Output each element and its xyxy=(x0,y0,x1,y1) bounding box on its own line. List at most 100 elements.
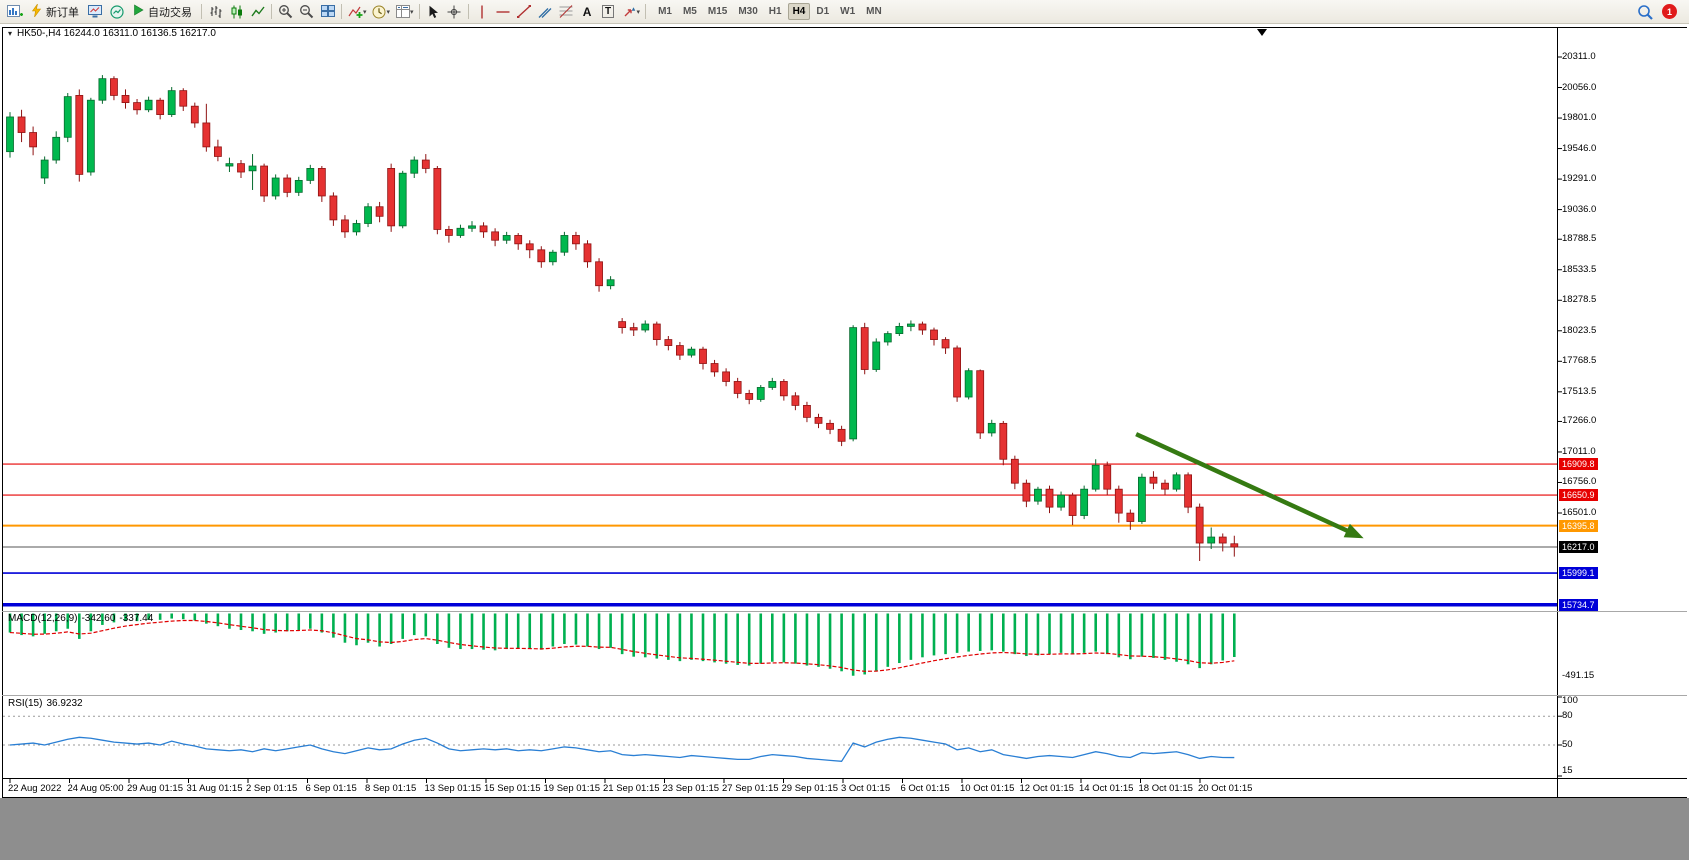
macd-bar xyxy=(609,613,612,648)
arrows-icon[interactable] xyxy=(619,2,640,21)
candle-body xyxy=(1218,536,1227,544)
toolbar-separator xyxy=(271,4,272,19)
vertical-line-icon[interactable] xyxy=(472,2,493,21)
new-order-button[interactable]: 新订单 xyxy=(25,2,85,21)
line-chart-icon[interactable] xyxy=(247,2,268,21)
macd-bar xyxy=(31,613,35,637)
trendline-icon[interactable] xyxy=(514,2,535,21)
candlestick-chart-icon[interactable] xyxy=(226,2,247,21)
candle-body xyxy=(317,168,326,197)
macd-bar xyxy=(990,613,994,651)
timeframe-h4-button[interactable]: H4 xyxy=(787,3,811,20)
candle-body xyxy=(676,345,684,356)
macd-bar xyxy=(1198,613,1201,669)
trend-arrow-head xyxy=(1343,523,1364,539)
autotrade-button[interactable]: 自动交易 xyxy=(127,2,198,21)
macd-bar xyxy=(540,613,543,650)
periods-clock-icon[interactable] xyxy=(369,2,390,21)
toolbar-right-group: 1 xyxy=(1634,2,1685,21)
time-axis-label: 14 Oct 01:15 xyxy=(1079,783,1134,794)
candle-body xyxy=(29,132,38,148)
chart-shift-marker[interactable] xyxy=(1257,29,1267,36)
horizontal-line-icon[interactable] xyxy=(493,2,514,21)
new-chart-icon[interactable] xyxy=(4,2,25,21)
timeframe-m30-button[interactable]: M30 xyxy=(738,6,758,17)
indicators-icon[interactable] xyxy=(345,2,366,21)
toolbar-separator xyxy=(201,4,202,19)
time-axis-label: 27 Sep 01:15 xyxy=(722,783,779,794)
macd-bar xyxy=(297,613,301,631)
timeframe-h1-button[interactable]: H1 xyxy=(768,6,782,17)
templates-icon[interactable] xyxy=(392,2,413,21)
crosshair-icon[interactable] xyxy=(444,2,465,21)
candle-body xyxy=(1230,543,1239,548)
text-label-icon[interactable]: T xyxy=(598,2,619,21)
macd-bar xyxy=(366,613,370,643)
macd-bar xyxy=(840,613,843,672)
chart-canvas[interactable] xyxy=(0,0,1689,798)
candle-body xyxy=(468,225,476,229)
macd-bar xyxy=(528,613,532,650)
timeframe-w1-button[interactable]: W1 xyxy=(840,6,856,17)
macd-bar xyxy=(216,613,220,627)
price-axis[interactable]: 20311.0 20056.0 19801.0 19546.0 19291.0 19036… xyxy=(1558,0,1687,798)
timeframe-m5-button[interactable]: M5 xyxy=(682,6,697,17)
zoom-in-icon[interactable] xyxy=(275,2,296,21)
candle-body xyxy=(341,219,349,233)
candle-body xyxy=(999,422,1008,460)
time-axis-label: 10 Oct 01:15 xyxy=(960,783,1015,794)
macd-bar xyxy=(1105,613,1109,655)
candle-body xyxy=(1091,464,1100,490)
rsi-axis-label: 100 xyxy=(1562,695,1578,706)
cursor-icon[interactable] xyxy=(423,2,444,21)
search-icon[interactable] xyxy=(1634,2,1655,21)
macd-bar xyxy=(851,613,855,676)
timeframe-m1-button[interactable]: M1 xyxy=(658,6,672,17)
market-watch-icon[interactable] xyxy=(106,2,127,21)
macd-bar xyxy=(574,613,578,645)
candle-body xyxy=(641,323,650,331)
macd-bar xyxy=(967,613,970,652)
text-icon[interactable]: A xyxy=(582,4,592,19)
macd-bar xyxy=(620,613,624,655)
macd-bar xyxy=(747,613,751,666)
dropdown-caret[interactable]: ▾ xyxy=(386,8,391,16)
macd-bar xyxy=(955,613,959,653)
candle-body xyxy=(687,348,696,356)
macd-bar xyxy=(412,613,416,636)
macd-bar xyxy=(1209,613,1213,665)
candle-body xyxy=(133,102,141,111)
fibonacci-icon[interactable] xyxy=(556,2,577,21)
candle-body xyxy=(964,370,973,398)
zoom-out-icon[interactable] xyxy=(296,2,317,21)
one-click-trading-toggle[interactable]: ▾ xyxy=(8,29,13,38)
timeframe-mn-button[interactable]: MN xyxy=(866,6,882,17)
candle-body xyxy=(883,333,892,343)
candle-body xyxy=(768,381,777,388)
candle-body xyxy=(364,206,372,224)
trend-arrow[interactable] xyxy=(1135,432,1354,536)
candle-body xyxy=(1195,506,1204,544)
timeframe-d1-button[interactable]: D1 xyxy=(816,6,830,17)
dropdown-caret[interactable]: ▾ xyxy=(410,8,414,16)
bar-chart-icon[interactable] xyxy=(205,2,226,21)
candle-body xyxy=(918,323,927,331)
dropdown-caret[interactable]: ▾ xyxy=(363,8,367,16)
timeframe-m15-button[interactable]: M15 xyxy=(707,6,728,17)
time-axis-label: 20 Oct 01:15 xyxy=(1198,783,1253,794)
channel-icon[interactable] xyxy=(535,2,556,21)
tile-windows-icon[interactable] xyxy=(317,2,338,21)
macd-signal-line xyxy=(9,619,1235,672)
notification-badge[interactable]: 1 xyxy=(1662,4,1677,19)
candle-body xyxy=(479,225,488,233)
macd-bar xyxy=(805,613,809,666)
time-axis-label: 18 Oct 01:15 xyxy=(1138,783,1193,794)
autotrade-play-icon xyxy=(133,4,144,19)
macd-bar xyxy=(1048,613,1051,655)
candle-body xyxy=(444,229,453,236)
time-axis[interactable]: 22 Aug 2022 24 Aug 05:00 29 Aug 01:15 31 Au… xyxy=(0,778,1558,798)
charts-screen-icon[interactable] xyxy=(85,2,106,21)
dropdown-caret[interactable]: ▾ xyxy=(636,8,641,16)
macd-bar xyxy=(424,613,428,637)
macd-bar xyxy=(181,613,185,620)
